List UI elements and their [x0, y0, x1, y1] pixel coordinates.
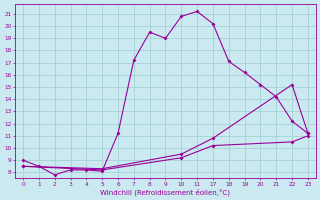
- X-axis label: Windchill (Refroidissement éolien,°C): Windchill (Refroidissement éolien,°C): [100, 188, 230, 196]
